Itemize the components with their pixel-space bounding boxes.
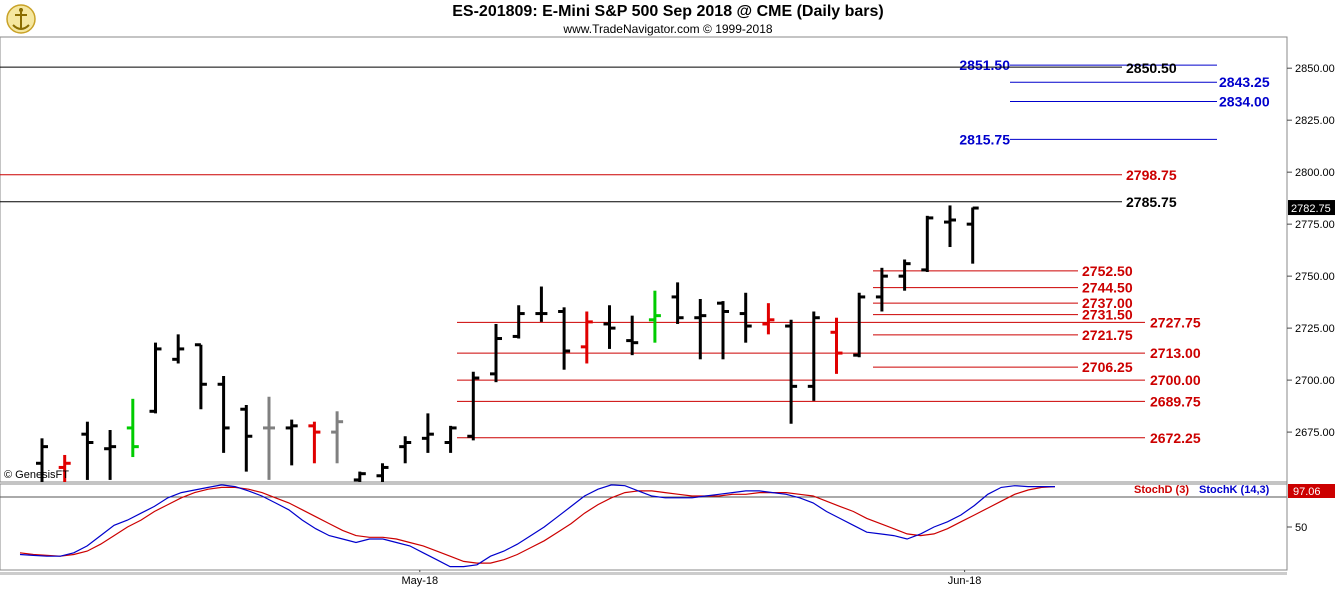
price-tick-label: 2725.00 (1295, 323, 1335, 335)
level-label: 2851.50 (959, 57, 1010, 73)
trade-navigator-logo-icon (4, 3, 38, 40)
genesis-watermark: © GenesisFT (4, 469, 69, 481)
stochD-line (19, 486, 1056, 564)
price-tick-label: 2750.00 (1295, 271, 1335, 283)
level-label: 2744.50 (1082, 280, 1133, 296)
chart-subtitle: www.TradeNavigator.com © 1999-2018 (563, 22, 773, 36)
level-label: 2843.25 (1219, 74, 1270, 90)
level-label: 2752.50 (1082, 263, 1133, 279)
price-axis-area (1287, 37, 1336, 570)
level-label: 2737.00 (1082, 295, 1133, 311)
price-tick-label: 2800.00 (1295, 167, 1335, 179)
level-label: 2798.75 (1126, 167, 1177, 183)
x-axis-label: Jun-18 (948, 575, 982, 587)
chart-title: ES-201809: E-Mini S&P 500 Sep 2018 @ CME… (452, 3, 884, 20)
time-scrollbar[interactable] (0, 572, 1287, 575)
level-label: 2727.75 (1150, 314, 1201, 330)
level-label: 2731.50 (1082, 307, 1133, 323)
stochastic-panel (0, 483, 1288, 571)
level-label: 2785.75 (1126, 194, 1177, 210)
price-tick-label: 2675.00 (1295, 427, 1335, 439)
level-label: 2713.00 (1150, 345, 1201, 361)
stoch-tick-label: 50 (1295, 522, 1307, 534)
current-price-badge (1288, 200, 1335, 216)
level-label: 2721.75 (1082, 327, 1133, 343)
level-label: 2700.00 (1150, 372, 1201, 388)
price-tick-label: 2825.00 (1295, 115, 1335, 127)
stoch-current-badge (1288, 484, 1335, 498)
price-tick-label: 2775.00 (1295, 219, 1335, 231)
stochK-line (19, 484, 1055, 568)
level-label: 2689.75 (1150, 393, 1201, 409)
level-label: 2850.50 (1126, 60, 1177, 76)
level-label: 2834.00 (1219, 93, 1270, 109)
level-label: 2706.25 (1082, 359, 1133, 375)
ohlc-bars (36, 205, 979, 482)
stoch-legend-item: StochD (3) (1134, 484, 1189, 496)
price-panel (0, 36, 1288, 483)
price-tick-label: 2700.00 (1295, 375, 1335, 387)
price-tick-label: 2850.00 (1295, 63, 1335, 75)
level-label: 2672.25 (1150, 430, 1201, 446)
stoch-legend-item: StochK (14,3) (1199, 484, 1270, 496)
current-price-label: 2782.75 (1291, 203, 1331, 215)
x-axis-label: May-18 (401, 575, 438, 587)
level-label: 2815.75 (959, 131, 1010, 147)
stoch-current-label: 97.06 (1293, 486, 1321, 498)
